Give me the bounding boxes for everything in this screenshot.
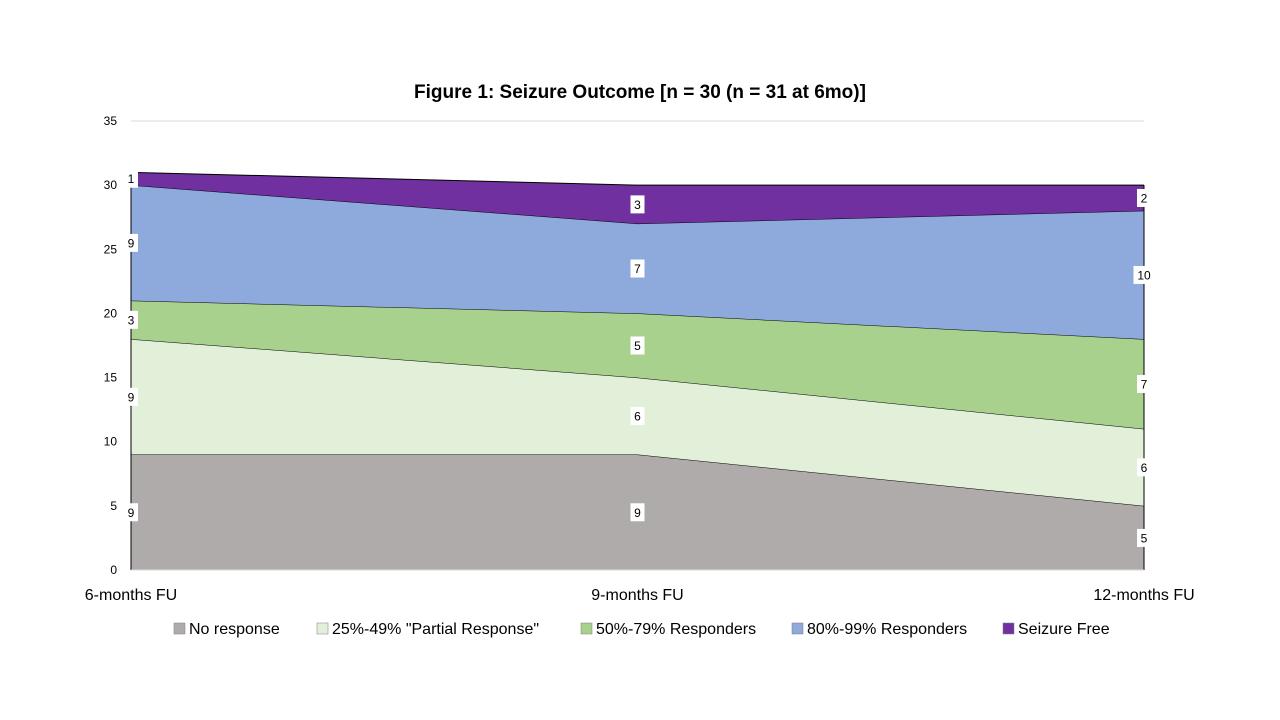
data-label-box (630, 195, 645, 214)
data-label: 5 (1141, 531, 1148, 545)
y-tick-label: 0 (110, 563, 117, 577)
data-label-group: 3 (630, 195, 645, 214)
area-series-3 (131, 300, 1144, 429)
data-label-box (124, 503, 138, 522)
area-edge-series-5 (130, 171, 1144, 186)
legend-label: 25%-49% "Partial Response" (332, 621, 539, 638)
y-tick-label: 10 (104, 435, 118, 449)
data-label-box (124, 233, 138, 252)
data-label: 9 (128, 236, 135, 250)
data-label: 6 (1141, 461, 1148, 475)
x-tick-label: 6-months FU (85, 587, 177, 604)
data-label: 10 (1137, 268, 1151, 282)
legend-swatch (173, 622, 186, 635)
data-label-group: 3 (124, 310, 138, 329)
data-label-box (630, 259, 645, 278)
y-tick-label: 30 (104, 178, 118, 192)
data-label-box (630, 407, 645, 426)
data-label-box (1137, 458, 1151, 477)
data-label: 6 (634, 410, 641, 424)
y-tick-label: 35 (104, 114, 118, 128)
data-label-box (124, 387, 138, 406)
legend-item: Seizure Free (1002, 621, 1110, 638)
data-label: 9 (128, 506, 135, 520)
chart-title: Figure 1: Seizure Outcome [n = 30 (n = 3… (414, 82, 866, 103)
legend-item: 25%-49% "Partial Response" (316, 621, 539, 638)
legend-label: 80%-99% Responders (807, 621, 967, 638)
data-label-group: 6 (630, 407, 645, 426)
legend-label: Seizure Free (1018, 621, 1110, 638)
data-label-box (630, 336, 645, 355)
data-label-group: 5 (630, 336, 645, 355)
x-tick-label: 12-months FU (1093, 587, 1194, 604)
legend-item: 50%-79% Responders (580, 621, 756, 638)
data-label: 9 (634, 506, 641, 520)
data-label-box (1137, 528, 1151, 547)
data-label-group: 7 (1137, 374, 1151, 393)
data-label-group: 9 (124, 503, 138, 522)
data-label: 7 (1141, 377, 1148, 391)
data-label: 7 (634, 262, 641, 276)
data-label: 9 (128, 390, 135, 404)
area-edge-series-3 (130, 300, 1145, 340)
data-label-group: 9 (124, 387, 138, 406)
legend-item: No response (173, 621, 280, 638)
legend: No response 25%-49% "Partial Response" 50%… (173, 621, 1110, 638)
data-label-group: 2 (1137, 188, 1151, 207)
data-label-box (1133, 265, 1155, 284)
data-label-group: 10 (1133, 265, 1155, 284)
data-label-group: 1 (124, 169, 138, 188)
legend-swatch (580, 622, 593, 635)
legend-label: No response (189, 621, 280, 638)
legend-swatch (791, 622, 804, 635)
data-label-box (124, 169, 138, 188)
x-tick-label: 9-months FU (591, 587, 683, 604)
data-label: 1 (128, 172, 135, 186)
data-label-group: 9 (630, 503, 645, 522)
y-tick-label: 5 (110, 499, 117, 513)
data-label-group: 7 (630, 259, 645, 278)
legend-label: 50%-79% Responders (596, 621, 756, 638)
y-tick-label: 20 (104, 306, 118, 320)
data-label-group: 9 (124, 233, 138, 252)
legend-swatch (1002, 622, 1015, 635)
data-label: 3 (634, 198, 641, 212)
y-tick-label: 15 (104, 371, 118, 385)
data-label-box (630, 503, 645, 522)
legend-swatch (316, 622, 329, 635)
data-label-group: 5 (1137, 528, 1151, 547)
data-label: 5 (634, 339, 641, 353)
data-label-group: 6 (1137, 458, 1151, 477)
data-label: 2 (1141, 191, 1148, 205)
data-label-box (1137, 374, 1151, 393)
data-label: 3 (128, 313, 135, 327)
data-label-box (124, 310, 138, 329)
legend-item: 80%-99% Responders (791, 621, 967, 638)
area-edge-series-4 (130, 184, 1145, 225)
data-label-box (1137, 188, 1151, 207)
y-tick-label: 25 (104, 242, 118, 256)
